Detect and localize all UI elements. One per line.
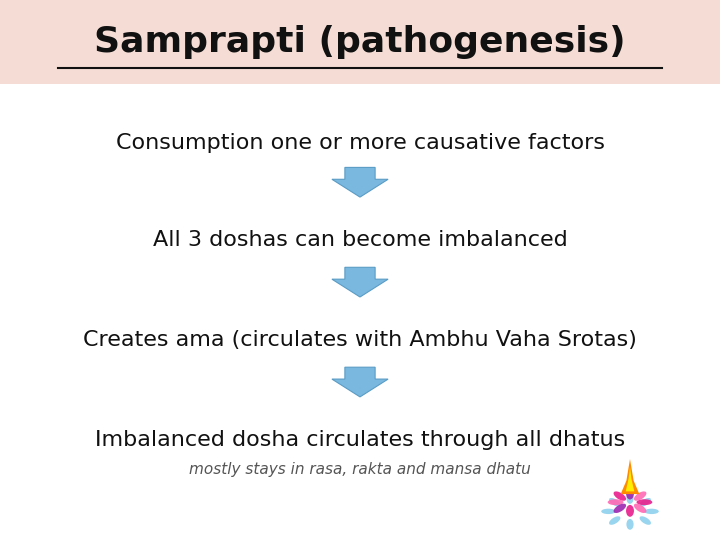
Ellipse shape <box>601 509 616 514</box>
Ellipse shape <box>626 488 634 500</box>
Ellipse shape <box>626 505 634 517</box>
Text: All 3 doshas can become imbalanced: All 3 doshas can become imbalanced <box>153 230 567 251</box>
Text: Creates ama (circulates with Ambhu Vaha Srotas): Creates ama (circulates with Ambhu Vaha … <box>83 330 637 350</box>
Polygon shape <box>621 459 639 494</box>
Ellipse shape <box>626 519 634 530</box>
Text: Consumption one or more causative factors: Consumption one or more causative factor… <box>115 133 605 153</box>
Ellipse shape <box>608 499 624 505</box>
Ellipse shape <box>626 493 634 504</box>
Text: mostly stays in rasa, rakta and mansa dhatu: mostly stays in rasa, rakta and mansa dh… <box>189 462 531 477</box>
Ellipse shape <box>644 509 659 514</box>
Ellipse shape <box>639 516 651 525</box>
Ellipse shape <box>639 498 651 507</box>
FancyArrow shape <box>332 367 388 397</box>
Ellipse shape <box>613 491 626 501</box>
Ellipse shape <box>634 491 647 501</box>
FancyArrow shape <box>332 167 388 197</box>
Polygon shape <box>626 467 634 491</box>
Text: Imbalanced dosha circulates through all dhatus: Imbalanced dosha circulates through all … <box>95 430 625 450</box>
Ellipse shape <box>634 504 647 513</box>
Ellipse shape <box>609 516 621 525</box>
FancyBboxPatch shape <box>0 0 720 84</box>
Ellipse shape <box>609 498 621 507</box>
Ellipse shape <box>613 504 626 513</box>
Text: Samprapti (pathogenesis): Samprapti (pathogenesis) <box>94 25 626 59</box>
Ellipse shape <box>636 499 652 505</box>
FancyArrow shape <box>332 267 388 297</box>
